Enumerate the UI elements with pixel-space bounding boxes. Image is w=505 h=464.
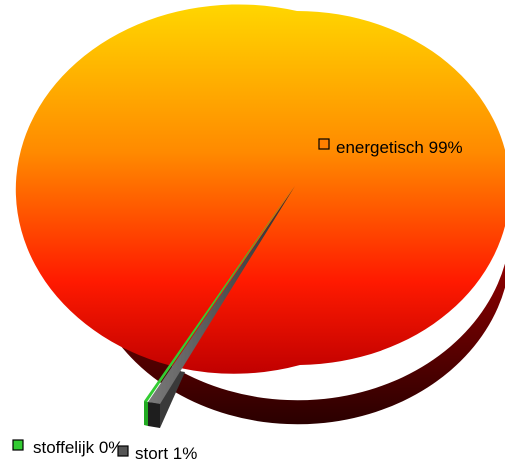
slice-stort: [148, 186, 295, 404]
legend-swatch-stoffelijk: [12, 439, 24, 451]
label-stoffelijk: stoffelijk 0%: [12, 438, 123, 457]
label-stort: stort 1%: [117, 444, 197, 463]
label-stort-text: stort 1%: [135, 444, 197, 463]
label-stoffelijk-text: stoffelijk 0%: [33, 438, 123, 457]
legend-swatch-stort: [117, 445, 129, 457]
slice-stort-front: [148, 402, 160, 428]
legend-swatch-energetisch: [318, 138, 330, 150]
slice-stoffelijk: [144, 186, 294, 402]
label-energetisch-text: energetisch 99%: [336, 138, 463, 157]
slice-stoffelijk-front: [144, 401, 148, 426]
label-energetisch: energetisch 99%: [318, 138, 463, 157]
slice-energetisch: [15, 4, 505, 374]
